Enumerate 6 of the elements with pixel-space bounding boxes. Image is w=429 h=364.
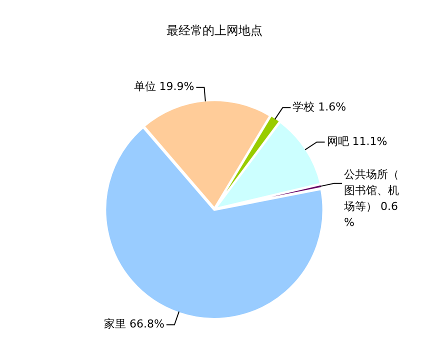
slice-label: 学校 1.6% [292, 100, 346, 114]
slice-label: 单位 19.9% [134, 80, 194, 94]
chart-title: 最经常的上网地点 [166, 23, 262, 38]
slice-label: 公共场所（图书馆、机场等） 0.6% [343, 168, 400, 230]
slice-label: 家里 66.8% [104, 318, 164, 331]
slice-label: 网吧 11.1% [326, 134, 388, 148]
